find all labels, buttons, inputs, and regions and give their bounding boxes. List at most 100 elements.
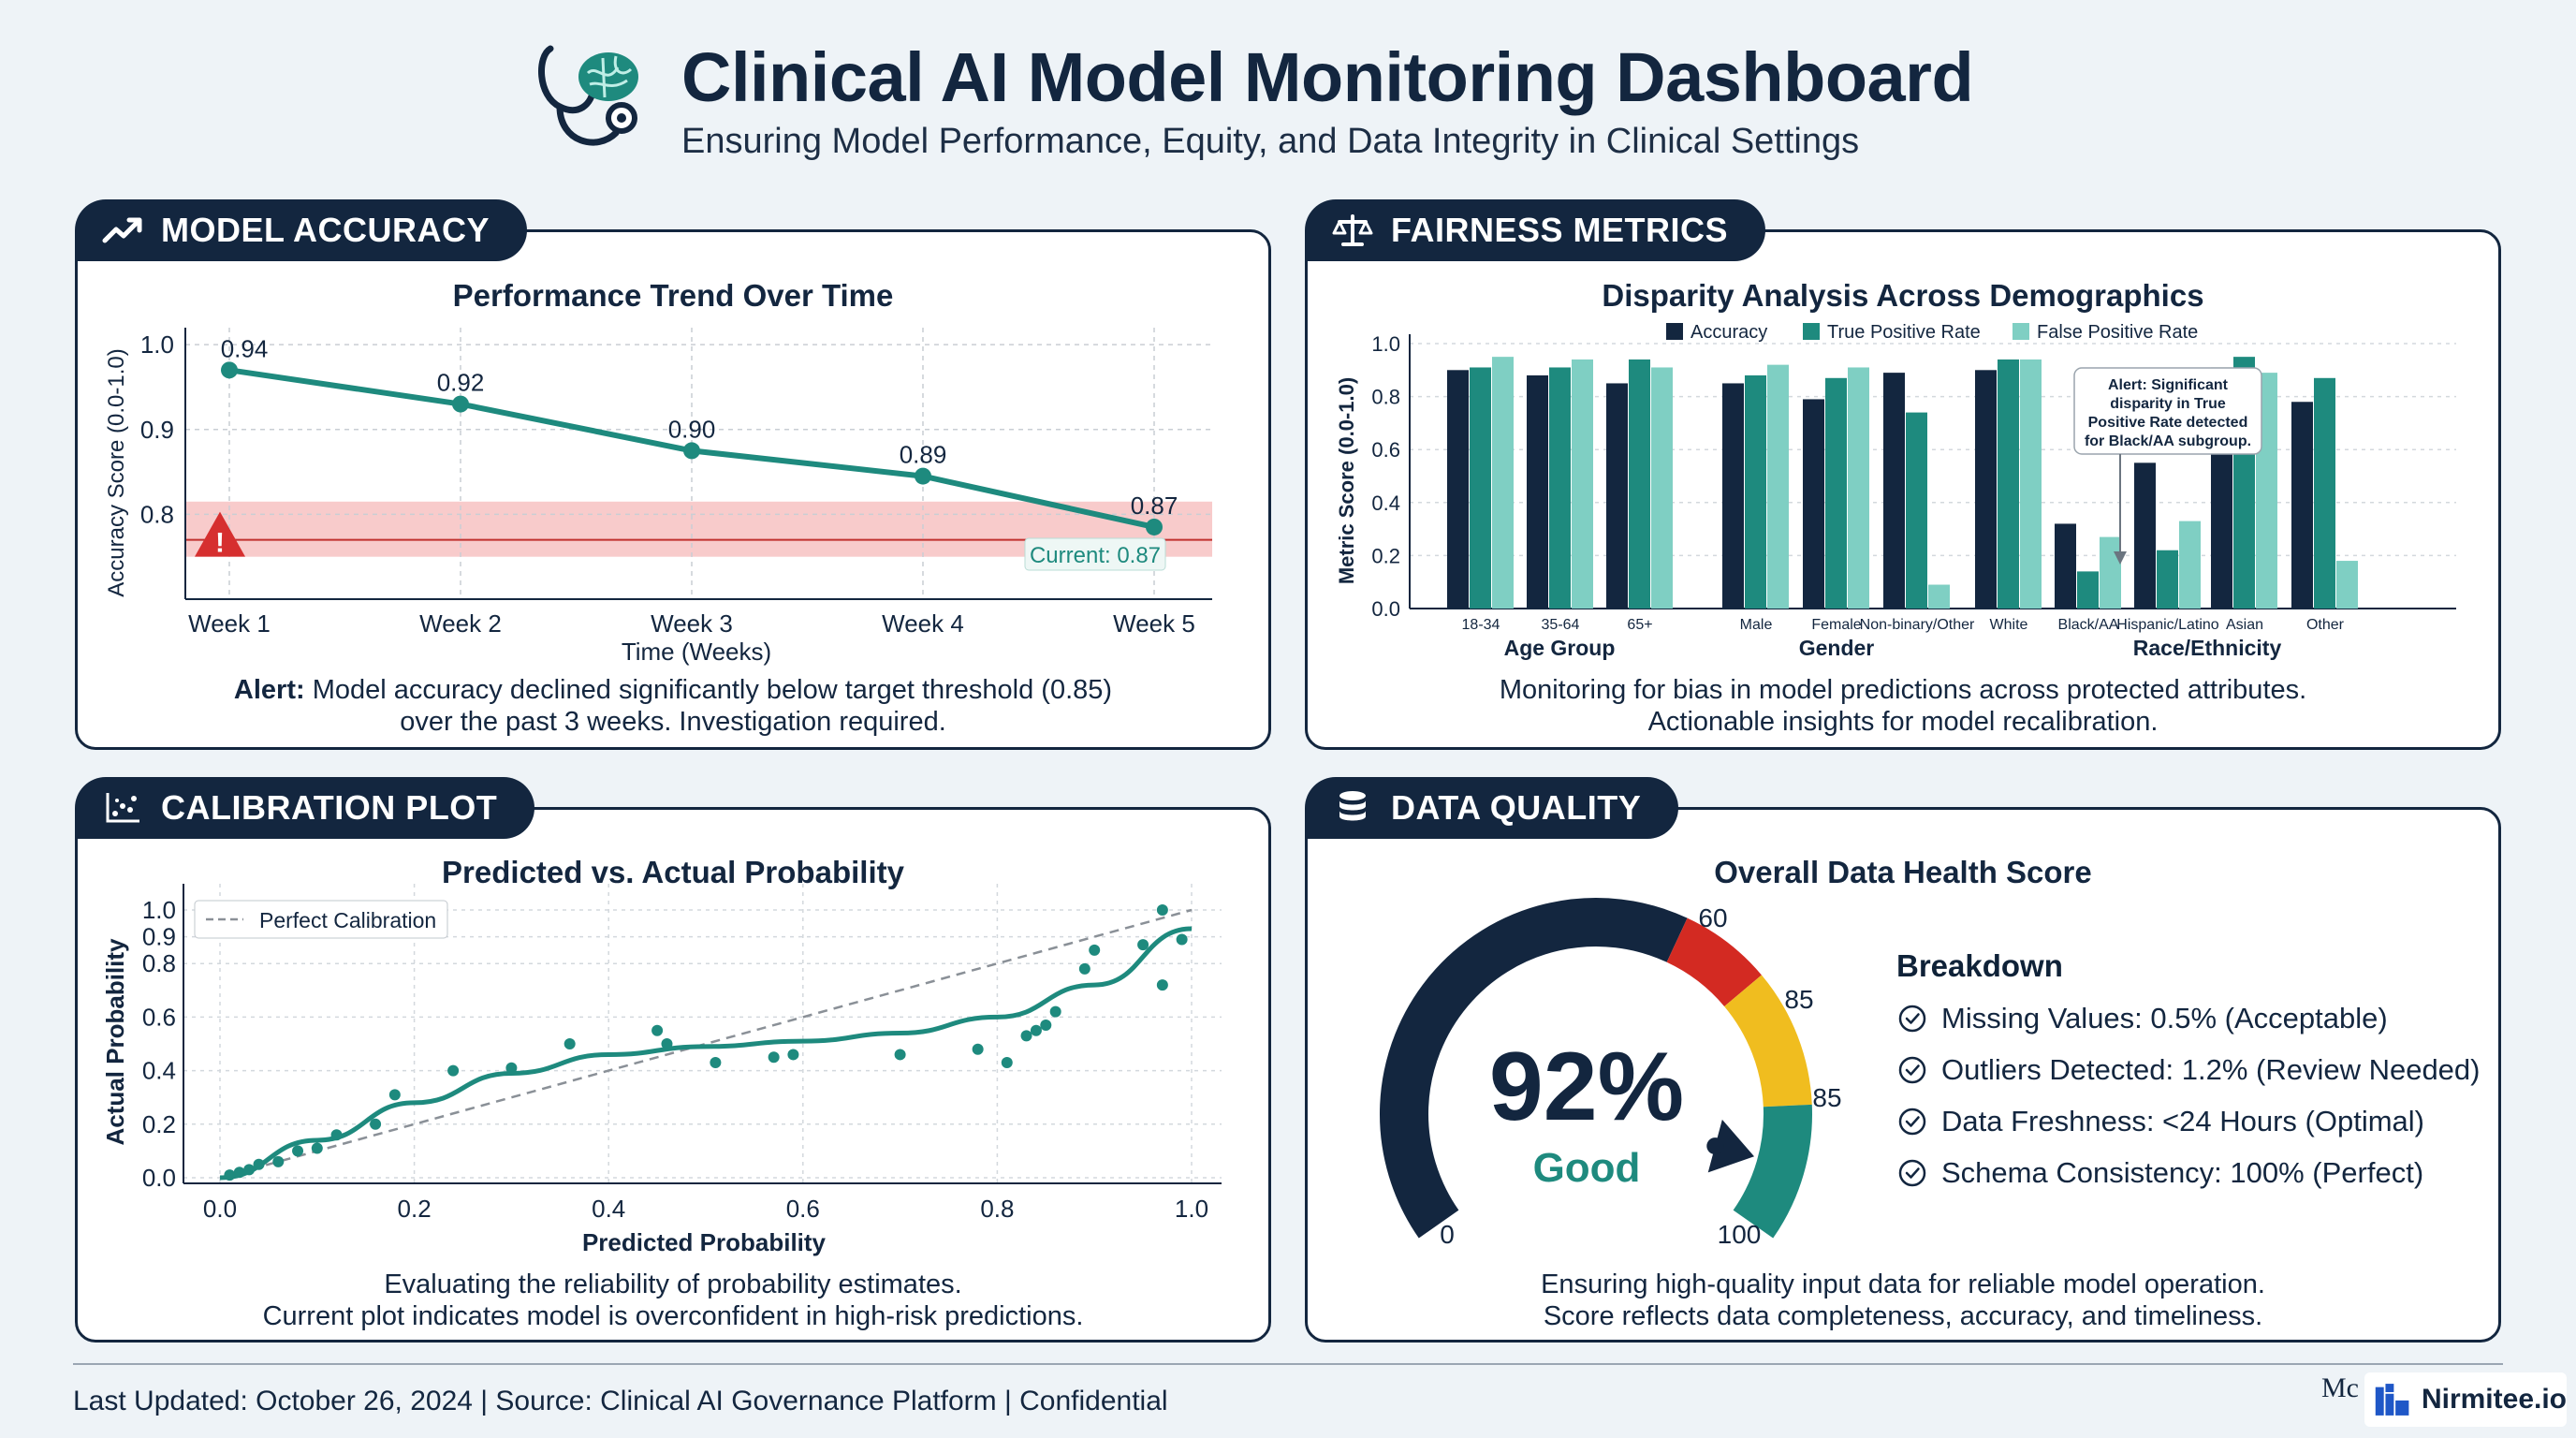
y-tick-label: 0.0: [1371, 597, 1400, 621]
bar: [2100, 536, 2121, 609]
x-tick-label: Male: [1740, 617, 1773, 633]
data-label: 0.89: [900, 441, 947, 469]
gauge-tick-label: 100: [1718, 1220, 1762, 1249]
quality-tab-label: DATA QUALITY: [1391, 788, 1642, 827]
gauge-band: [1723, 975, 1812, 1108]
data-point: [1146, 518, 1163, 536]
x-tick-label: Hispanic/Latino: [2116, 617, 2219, 633]
calibration-chart-title: Predicted vs. Actual Probability: [442, 855, 904, 889]
data-label: 0.90: [668, 415, 716, 443]
data-label: 0.92: [437, 369, 485, 397]
calibration-fit-curve: [219, 926, 1193, 1181]
group-label: Gender: [1799, 636, 1875, 660]
annotation-line: disparity in True: [2110, 396, 2226, 412]
scatter-point: [253, 1158, 265, 1170]
calibration-caption-line1: Evaluating the reliability of probabilit…: [384, 1269, 962, 1299]
bar: [1906, 412, 1927, 609]
scatter-point: [1137, 939, 1149, 951]
scatter-point: [651, 1024, 664, 1036]
scatter-point: [787, 1049, 799, 1061]
y-tick-label: 0.2: [1371, 544, 1400, 567]
bar: [1447, 370, 1469, 609]
x-tick-label: 0.4: [592, 1195, 625, 1223]
y-tick-label: 1.0: [142, 896, 176, 924]
gauge-band: [1666, 917, 1762, 1007]
breakdown-item-label: Outliers Detected: 1.2% (Review Needed): [1941, 1053, 2481, 1086]
scatter-point: [311, 1142, 323, 1154]
y-tick-label: 0.6: [1371, 438, 1400, 462]
legend-label: False Positive Rate: [2037, 322, 2198, 343]
y-tick-label: 1.0: [140, 330, 174, 359]
bar: [1492, 357, 1514, 609]
quality-panel: [1305, 807, 2501, 1343]
data-point: [452, 395, 469, 413]
calibration-caption-line2: Current plot indicates model is overconf…: [262, 1301, 1084, 1331]
brand-badge[interactable]: Nirmitee.io: [2364, 1372, 2567, 1427]
bar: [1883, 373, 1905, 609]
bar: [2291, 402, 2313, 609]
accuracy-caption: Alert: Model accuracy declined significa…: [75, 674, 1271, 738]
annotation-box: [2073, 367, 2262, 455]
breakdown-title: Breakdown: [1896, 948, 2063, 983]
y-tick-label: 0.9: [142, 923, 176, 951]
quality-caption-line2: Score reflects data completeness, accura…: [1543, 1301, 2263, 1331]
y-tick-label: 0.9: [140, 416, 174, 444]
scatter-point: [224, 1169, 236, 1181]
y-tick-label: 0.4: [142, 1057, 176, 1085]
breakdown-item: Data Freshness: <24 Hours (Optimal): [1896, 1105, 2424, 1138]
scatter-point: [243, 1164, 256, 1176]
current-badge: [1024, 537, 1166, 571]
bar: [1928, 584, 1950, 609]
y-tick-label: 0.6: [142, 1003, 176, 1031]
stethoscope-brain-icon: [538, 45, 638, 146]
bar: [1803, 399, 1824, 609]
scatter-icon: [101, 789, 144, 827]
x-tick-label: 0.0: [203, 1195, 237, 1223]
fairness-tab: FAIRNESS METRICS: [1305, 199, 1766, 261]
calibration-tab: CALIBRATION PLOT: [75, 777, 535, 839]
x-tick-label: Week 2: [419, 609, 502, 638]
quality-caption: Ensuring high-quality input data for rel…: [1305, 1269, 2501, 1332]
breakdown-item: Schema Consistency: 100% (Perfect): [1896, 1156, 2423, 1190]
gauge-needle-hub: [1706, 1137, 1724, 1155]
bar: [1470, 367, 1491, 609]
bar: [1572, 359, 1593, 609]
fairness-caption: Monitoring for bias in model predictions…: [1305, 674, 2501, 738]
scatter-point: [768, 1051, 780, 1064]
accuracy-caption-line2: over the past 3 weeks. Investigation req…: [400, 707, 946, 737]
x-tick-label: 65+: [1627, 617, 1652, 633]
x-tick-label: Week 1: [188, 609, 271, 638]
gauge-status-label: Good: [1533, 1145, 1641, 1191]
bar: [2134, 462, 2156, 609]
bar: [2020, 359, 2042, 609]
scatter-point: [661, 1038, 673, 1049]
gauge-band: [1733, 1104, 1812, 1239]
x-tick-label: 0.6: [786, 1195, 820, 1223]
x-tick-label: Female: [1811, 617, 1861, 633]
x-tick-label: 0.2: [398, 1195, 432, 1223]
x-tick-label: 18-34: [1462, 617, 1500, 633]
y-tick-label: 0.2: [142, 1110, 176, 1138]
brand-logo-icon: [2375, 1384, 2409, 1416]
fairness-chart-title: Disparity Analysis Across Demographics: [1602, 278, 2204, 313]
data-label: 0.94: [221, 334, 269, 362]
scatter-point: [1001, 1057, 1013, 1069]
data-point: [915, 467, 931, 485]
y-tick-label: 0.8: [140, 500, 174, 528]
group-label: Age Group: [1504, 636, 1616, 660]
y-tick-label: 1.0: [1371, 332, 1400, 356]
accuracy-chart-title: Performance Trend Over Time: [452, 278, 894, 313]
bar: [1975, 370, 1997, 609]
scatter-point: [710, 1057, 722, 1069]
gauge-tick-label: 0: [1440, 1220, 1455, 1249]
scatter-point: [1040, 1019, 1052, 1031]
accuracy-tab-label: MODEL ACCURACY: [161, 211, 490, 249]
bar: [1848, 367, 1869, 609]
trend-up-icon: [101, 212, 144, 249]
bar: [1629, 359, 1650, 609]
x-tick-label: 1.0: [1175, 1195, 1208, 1223]
data-label: 0.87: [1131, 492, 1178, 520]
bar: [2077, 571, 2099, 609]
database-icon: [1331, 789, 1374, 827]
bar: [2179, 521, 2201, 609]
